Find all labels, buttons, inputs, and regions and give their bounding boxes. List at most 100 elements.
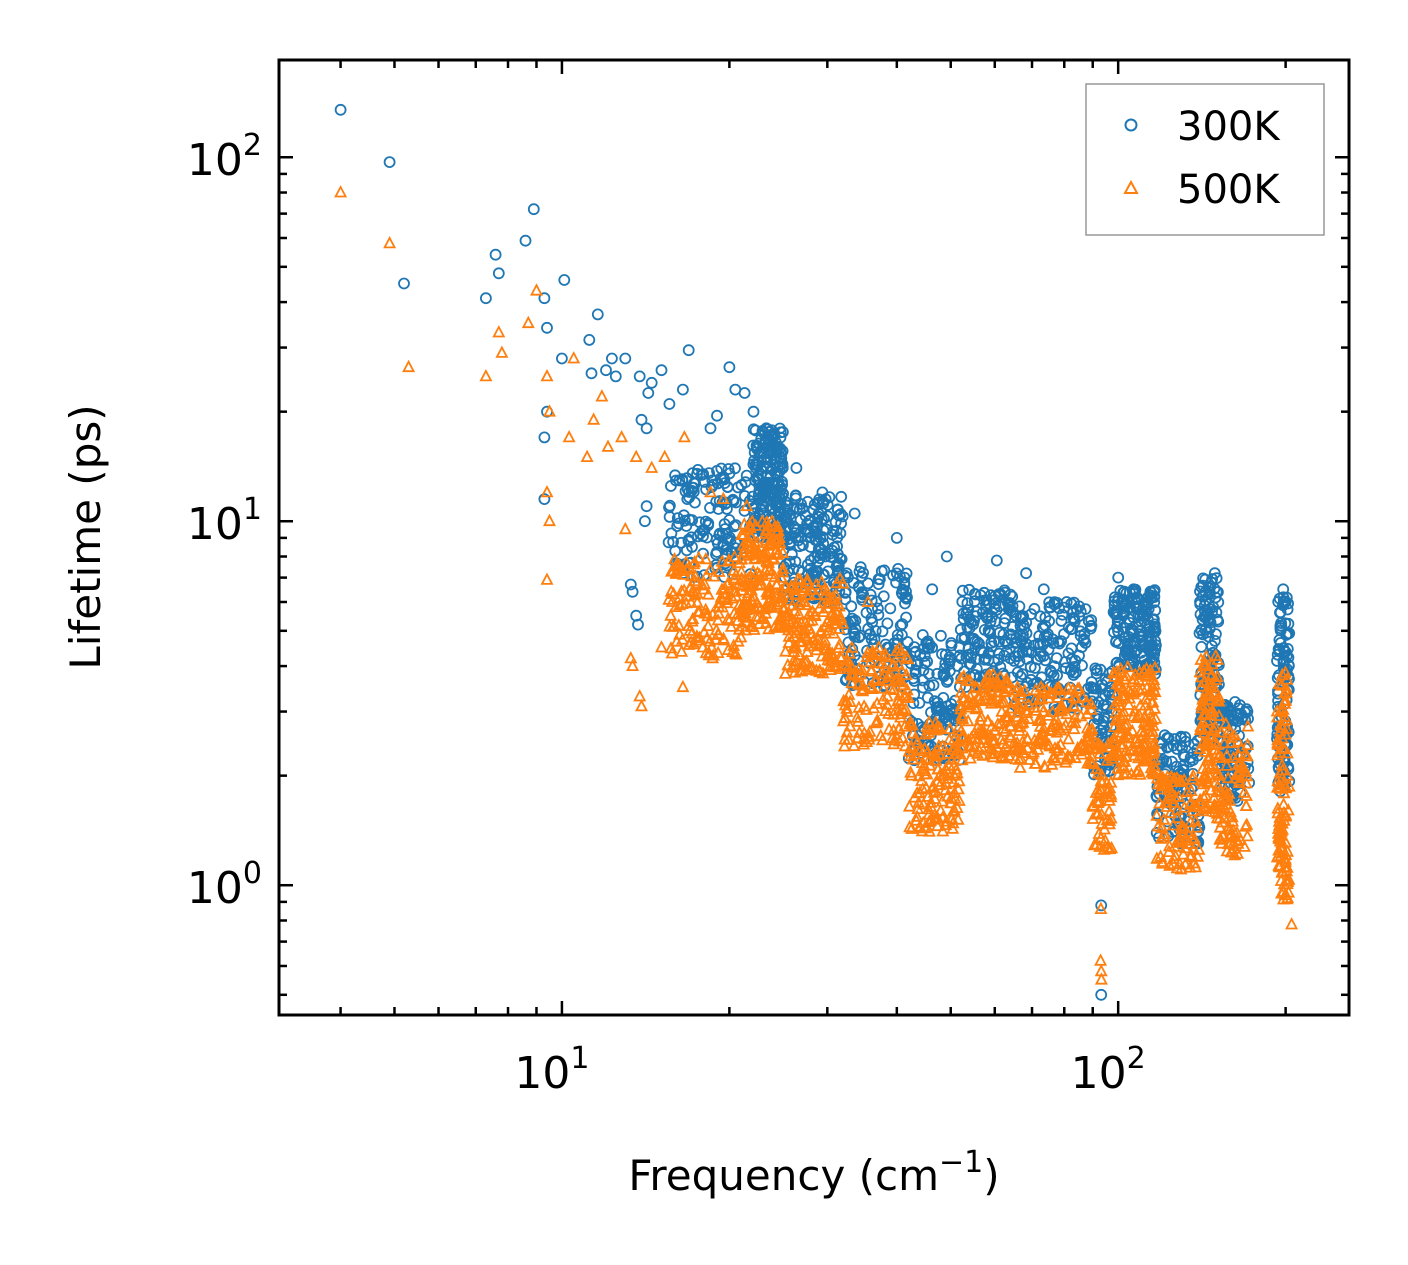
point-500k [893,646,907,659]
point-500k [735,599,749,612]
point-500k [1280,768,1294,781]
point-500k [686,611,700,625]
point-500k [709,632,723,645]
point-500k [877,681,890,694]
point-300k [1004,588,1017,601]
point-300k [1274,606,1286,619]
point-500k [1102,803,1116,817]
point-500k [1236,759,1250,772]
point-500k [1059,755,1073,768]
point-500k [682,637,696,650]
point-500k [669,565,683,579]
point-500k [769,597,783,610]
point-500k [1193,795,1207,808]
point-500k [1271,747,1284,761]
point-500k [1112,746,1126,759]
point-500k [887,736,901,750]
point-500k [1167,839,1181,852]
point-500k [774,570,788,583]
point-500k [986,749,1000,763]
point-500k [1016,742,1029,755]
point-500k [1225,730,1239,743]
point-300k [988,602,1001,614]
point-300k [667,536,679,548]
point-300k [1179,731,1192,744]
point-500k [1122,697,1136,710]
point-500k [1116,720,1130,733]
point-500k [1279,809,1293,822]
point-300k [754,446,767,459]
point-300k [728,520,740,533]
point-500k [763,586,776,599]
point-500k [1011,705,1024,718]
point-500k [1275,865,1289,878]
point-500k [587,412,601,425]
point-300k [1127,583,1140,596]
point-300k [1143,620,1156,632]
point-300k [799,510,812,522]
point-500k [1270,710,1284,723]
point-500k [891,657,905,670]
point-300k [1020,645,1033,658]
point-300k [606,352,618,365]
x-axis-title: Frequency (cm−1) [628,1145,999,1200]
point-500k [688,569,702,582]
point-300k [760,492,772,504]
point-500k [1151,776,1165,790]
point-300k [757,489,769,502]
point-500k [917,797,930,810]
point-500k [904,765,918,778]
y-tick-label: 102 [187,128,262,186]
point-500k [955,752,969,766]
point-500k [748,534,762,547]
point-500k [978,725,992,738]
point-300k [901,591,913,604]
point-500k [629,449,643,463]
point-300k [918,650,931,662]
point-300k [848,649,861,662]
point-300k [1242,712,1254,725]
point-300k [988,655,1001,668]
point-500k [1196,715,1210,728]
point-500k [778,609,792,622]
point-300k [848,507,861,520]
point-300k [956,595,969,608]
point-300k [676,473,689,486]
point-500k [948,791,962,804]
point-500k [991,716,1005,730]
point-500k [1003,728,1017,741]
point-300k [1187,754,1199,766]
point-300k [877,590,890,603]
point-300k [1075,641,1088,653]
point-500k [779,644,792,657]
point-500k [738,541,752,554]
point-300k [796,502,809,515]
point-500k [837,739,851,752]
point-300k [966,633,979,646]
point-500k [1000,671,1013,685]
point-500k [1119,742,1133,756]
point-500k [1273,777,1287,791]
point-500k [920,767,934,780]
point-300k [815,513,828,526]
point-300k [1082,615,1095,628]
point-500k [1116,754,1130,767]
point-500k [715,554,729,567]
point-300k [845,600,858,613]
point-300k [1144,644,1157,657]
point-300k [819,550,832,563]
point-300k [1012,646,1025,659]
point-500k [923,813,937,826]
point-300k [757,485,770,498]
y-tick-label: 101 [187,492,262,550]
point-300k [908,641,921,653]
point-500k [1115,688,1129,701]
point-300k [958,665,970,678]
point-500k [1275,758,1289,771]
point-500k [1238,746,1252,760]
point-500k [1055,747,1069,760]
point-300k [911,659,923,671]
point-300k [916,629,929,641]
point-500k [690,633,704,646]
x-tick-label: 101 [514,1041,589,1099]
